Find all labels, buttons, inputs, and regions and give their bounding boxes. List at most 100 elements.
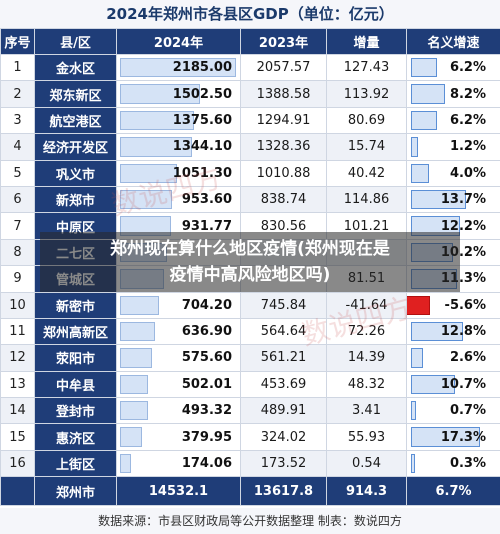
- growth-bar: [411, 401, 416, 421]
- total-growth: 6.7%: [406, 476, 500, 507]
- table-row: 6 新郑市 953.60 838.74 114.86 13.7%: [0, 185, 500, 214]
- row-district: 金水区: [34, 53, 117, 82]
- gdp-2024-bar: [120, 295, 159, 315]
- row-growth-cell: 17.3%: [406, 423, 500, 451]
- row-rank: 2: [0, 80, 35, 108]
- row-growth-cell: 1.2%: [406, 133, 500, 161]
- row-increment: 14.39: [326, 344, 407, 372]
- growth-label: 0.3%: [449, 456, 486, 472]
- row-2023: 838.74: [240, 185, 327, 214]
- row-2023: 564.64: [240, 317, 327, 346]
- row-increment: 40.42: [326, 159, 407, 187]
- gdp-2024-label: 379.95: [181, 429, 232, 445]
- row-growth-cell: 0.3%: [406, 449, 500, 478]
- row-district: 航空港区: [34, 106, 117, 135]
- growth-bar: [411, 374, 455, 395]
- row-increment: -41.64: [326, 291, 407, 319]
- overlay-text: 郑州现在算什么地区疫情(郑州现在是 疫情中高风险地区吗): [40, 236, 460, 288]
- total-2023: 13617.8: [240, 476, 327, 507]
- total-increment: 914.3: [326, 476, 407, 507]
- row-district: 经济开发区: [34, 133, 117, 161]
- table-row: 3 航空港区 1375.60 1294.91 80.69 6.2%: [0, 106, 500, 135]
- row-rank: 16: [0, 449, 35, 478]
- row-2024-cell: 2185.00: [116, 53, 241, 82]
- growth-bar: [411, 453, 415, 474]
- row-2024-cell: 636.90: [116, 317, 241, 346]
- row-2024-cell: 953.60: [116, 185, 241, 214]
- gdp-2024-label: 1502.50: [172, 86, 232, 102]
- gdp-2024-label: 636.90: [181, 324, 232, 340]
- row-growth-cell: 2.6%: [406, 344, 500, 372]
- gdp-2024-bar: [120, 163, 177, 183]
- row-increment: 127.43: [326, 53, 407, 82]
- gdp-2024-bar: [120, 374, 148, 395]
- table-row: 12 荥阳市 575.60 561.21 14.39 2.6%: [0, 344, 500, 372]
- row-increment: 15.74: [326, 133, 407, 161]
- row-growth-cell: 4.0%: [406, 159, 500, 187]
- row-2023: 561.21: [240, 344, 327, 372]
- growth-label: 17.3%: [440, 429, 486, 445]
- growth-label: 6.2%: [449, 60, 486, 76]
- overlay-line-2: 疫情中高风险地区吗): [169, 265, 331, 285]
- gdp-2024-bar: [120, 401, 148, 421]
- row-increment: 55.93: [326, 423, 407, 451]
- growth-label: 10.7%: [440, 376, 486, 392]
- gdp-2024-bar: [120, 58, 236, 78]
- row-district: 新郑市: [34, 185, 117, 214]
- total-2024: 14532.1: [116, 476, 241, 507]
- growth-label: 2.6%: [449, 350, 486, 366]
- gdp-2024-label: 931.77: [181, 218, 232, 234]
- row-district: 登封市: [34, 397, 117, 425]
- growth-label: 0.7%: [449, 403, 486, 419]
- title-overlay-banner: 郑州现在算什么地区疫情(郑州现在是 疫情中高风险地区吗): [40, 232, 460, 292]
- row-growth-cell: 0.7%: [406, 397, 500, 425]
- row-2024-cell: 1502.50: [116, 80, 241, 108]
- growth-bar: [411, 163, 429, 183]
- table-row: 2 郑东新区 1502.50 1388.58 113.92 8.2%: [0, 80, 500, 108]
- total-row: 郑州市 14532.1 13617.8 914.3 6.7%: [0, 476, 500, 507]
- growth-label: 13.7%: [440, 192, 486, 208]
- table-row: 11 郑州高新区 636.90 564.64 72.26 12.8%: [0, 317, 500, 346]
- growth-bar: [411, 189, 466, 210]
- row-2023: 2057.57: [240, 53, 327, 82]
- row-rank: 15: [0, 423, 35, 451]
- gdp-2024-label: 1051.30: [172, 165, 232, 181]
- growth-bar: [411, 348, 423, 368]
- gdp-2024-bar: [120, 84, 200, 104]
- gdp-2024-bar: [120, 427, 142, 447]
- total-name: 郑州市: [34, 476, 117, 507]
- row-rank: 6: [0, 185, 35, 214]
- row-district: 巩义市: [34, 159, 117, 187]
- row-district: 新密市: [34, 291, 117, 319]
- row-increment: 80.69: [326, 106, 407, 135]
- row-2023: 453.69: [240, 370, 327, 399]
- row-2023: 1010.88: [240, 159, 327, 187]
- row-district: 荥阳市: [34, 344, 117, 372]
- growth-bar: [411, 84, 445, 104]
- gdp-2024-bar: [120, 321, 155, 342]
- growth-label: 1.2%: [449, 139, 486, 155]
- row-increment: 0.54: [326, 449, 407, 478]
- row-growth-cell: 12.8%: [406, 317, 500, 346]
- row-growth-cell: 6.2%: [406, 106, 500, 135]
- row-rank: 11: [0, 317, 35, 346]
- row-rank: 4: [0, 133, 35, 161]
- row-district: 中牟县: [34, 370, 117, 399]
- row-2024-cell: 1375.60: [116, 106, 241, 135]
- row-2023: 489.91: [240, 397, 327, 425]
- growth-bar: [411, 110, 437, 131]
- gdp-2024-bar: [120, 453, 131, 474]
- table-row: 15 惠济区 379.95 324.02 55.93 17.3%: [0, 423, 500, 451]
- table-row: 5 巩义市 1051.30 1010.88 40.42 4.0%: [0, 159, 500, 187]
- growth-label: 12.8%: [440, 324, 486, 340]
- gdp-2024-bar: [120, 137, 192, 157]
- row-rank: 13: [0, 370, 35, 399]
- gdp-2024-label: 2185.00: [172, 60, 232, 76]
- row-growth-cell: 10.7%: [406, 370, 500, 399]
- row-district: 惠济区: [34, 423, 117, 451]
- row-increment: 72.26: [326, 317, 407, 346]
- row-rank: 10: [0, 291, 35, 319]
- header-increment: 增量: [326, 28, 407, 55]
- row-rank: 7: [0, 212, 35, 240]
- gdp-2024-bar: [120, 189, 172, 210]
